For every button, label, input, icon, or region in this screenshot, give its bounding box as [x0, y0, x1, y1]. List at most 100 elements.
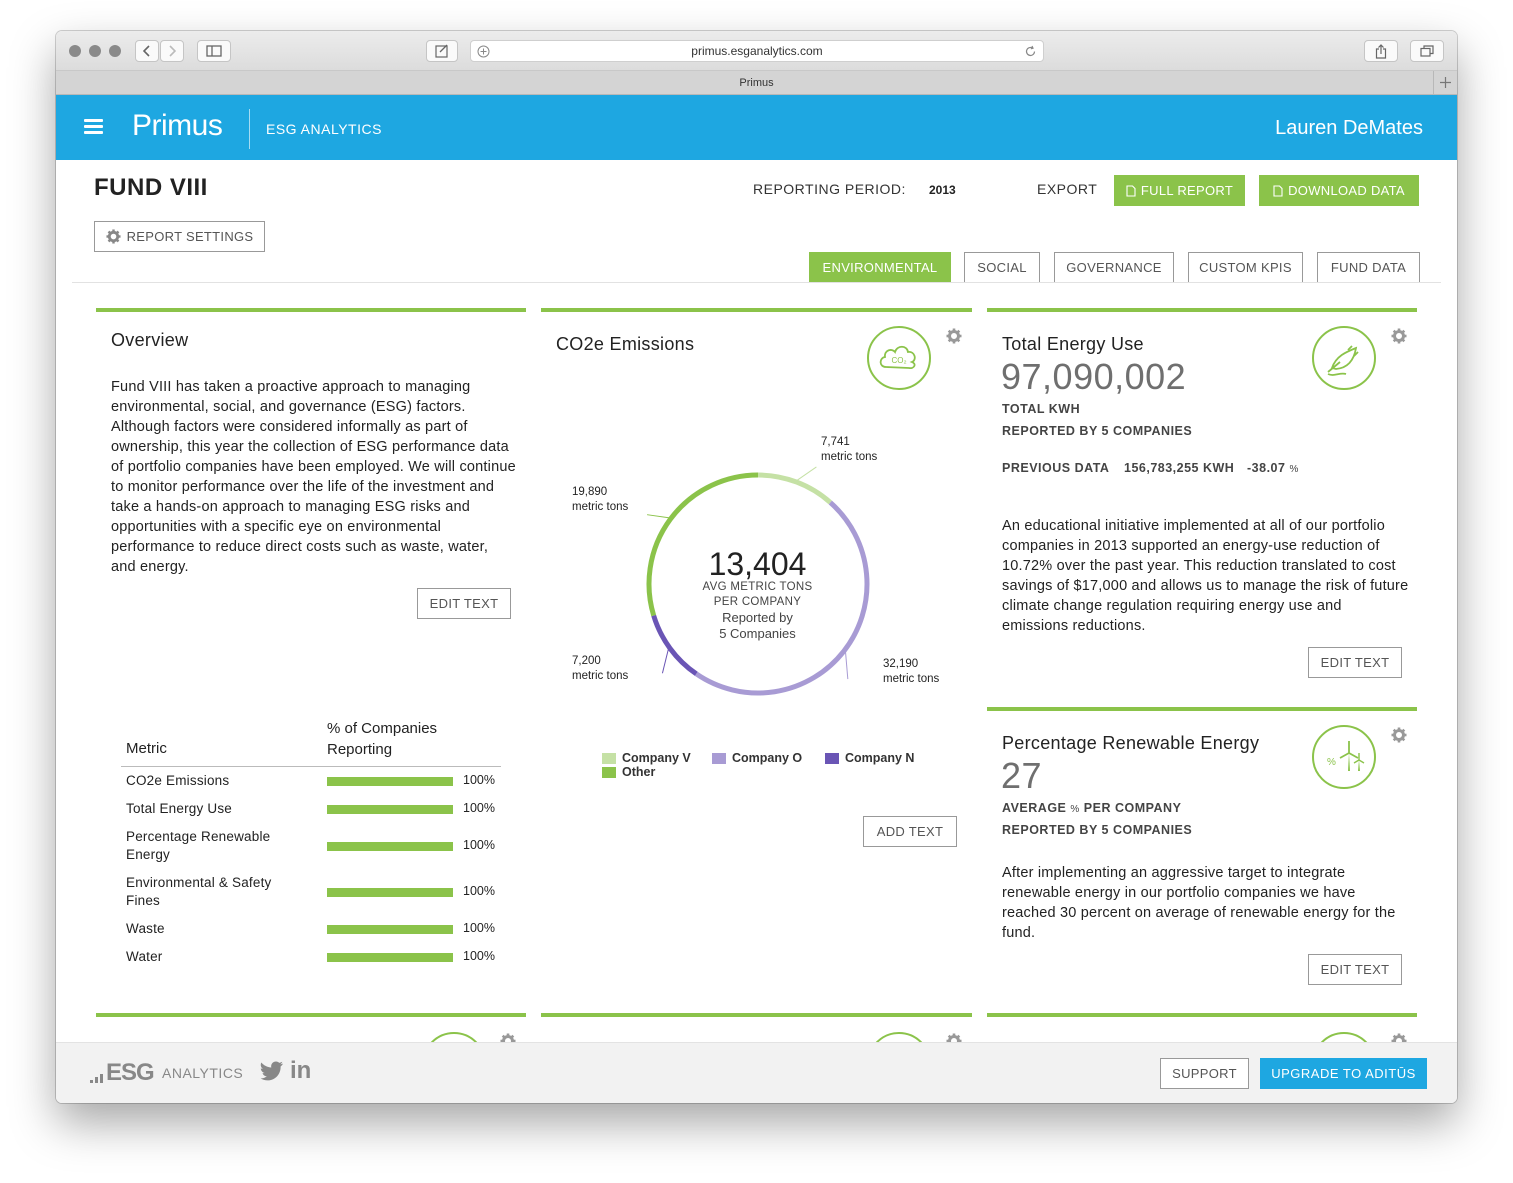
- footer-logo-subtitle: ANALYTICS: [162, 1065, 244, 1081]
- donut-segment-company-o[interactable]: [694, 500, 870, 696]
- co2-center-value: 13,404: [708, 546, 807, 582]
- table-row-pct: 100%: [463, 773, 495, 787]
- full-report-label: FULL REPORT: [1140, 183, 1234, 198]
- tab-governance[interactable]: GOVERNANCE: [1054, 252, 1174, 283]
- energy-value: 97,090,002: [1001, 356, 1187, 397]
- overview-edit-text-button[interactable]: EDIT TEXT: [417, 588, 511, 619]
- url-text: primus.esganalytics.com: [691, 44, 823, 58]
- divider: [72, 282, 1441, 283]
- donut-label-other: 19,890 metric tons: [572, 485, 628, 515]
- table-row-bar: [327, 925, 453, 934]
- donut-label-unit: metric tons: [572, 501, 629, 513]
- energy-reported: REPORTED BY 5 COMPANIES: [1002, 424, 1193, 438]
- tab-social[interactable]: SOCIAL: [964, 252, 1040, 283]
- tab-strip: Primus: [56, 71, 1457, 95]
- co2-settings-gear-icon[interactable]: [946, 328, 962, 344]
- card-settings-gear-icon[interactable]: [1391, 1033, 1407, 1042]
- reader-button[interactable]: [426, 40, 458, 62]
- report-settings-button[interactable]: REPORT SETTINGS: [94, 221, 265, 252]
- co2-center-line2: PER COMPANY: [713, 596, 802, 608]
- donut-segment-company-v[interactable]: [757, 472, 832, 505]
- brand-subtitle: ESG ANALYTICS: [266, 121, 382, 137]
- linkedin-icon[interactable]: in: [290, 1057, 312, 1084]
- energy-edit-text-button[interactable]: EDIT TEXT: [1308, 647, 1402, 678]
- download-data-button[interactable]: DOWNLOAD DATA: [1259, 175, 1419, 206]
- legend-swatch: [825, 752, 839, 764]
- card-icon: [867, 1032, 931, 1042]
- download-data-label: DOWNLOAD DATA: [1288, 183, 1405, 198]
- twitter-icon[interactable]: [260, 1061, 284, 1081]
- legend-company-v[interactable]: Company V: [602, 751, 691, 765]
- legend-label: Other: [622, 765, 656, 779]
- support-button[interactable]: SUPPORT: [1160, 1058, 1249, 1089]
- share-button[interactable]: [1364, 40, 1398, 62]
- card-settings-gear-icon[interactable]: [500, 1033, 516, 1042]
- sidebar-toggle-button[interactable]: [197, 40, 231, 62]
- minimize-window-button[interactable]: [89, 45, 101, 57]
- table-row-label: Waste: [126, 921, 165, 936]
- forward-button[interactable]: [160, 40, 184, 62]
- upgrade-button[interactable]: UPGRADE TO ADITŪS: [1260, 1058, 1427, 1089]
- reporting-period-select[interactable]: 2013: [929, 183, 956, 197]
- browser-tab-title[interactable]: Primus: [739, 76, 774, 89]
- legend-other[interactable]: Other: [602, 765, 655, 779]
- table-row-label: Environmental & Safety Fines: [126, 875, 272, 908]
- table-row-label: Percentage Renewable Energy: [126, 829, 271, 862]
- donut-label-value: 32,190: [883, 658, 919, 670]
- legend-company-n[interactable]: Company N: [825, 751, 914, 765]
- co2-cloud-icon: CO₂: [867, 326, 931, 390]
- new-tab-button[interactable]: [1433, 71, 1457, 94]
- wind-turbine-icon: %: [1312, 725, 1376, 789]
- energy-prev-value: 156,783,255 KWH: [1124, 461, 1235, 475]
- donut-segment-other[interactable]: [646, 472, 759, 617]
- report-settings-label: REPORT SETTINGS: [126, 229, 254, 244]
- donut-label-unit: metric tons: [572, 670, 629, 682]
- plus-icon: [1440, 77, 1451, 88]
- footer-logo[interactable]: ESG: [106, 1059, 155, 1086]
- tabs-overview-button[interactable]: [1410, 40, 1444, 62]
- renewable-reported: REPORTED BY 5 COMPANIES: [1002, 823, 1193, 837]
- table-row-bar: [327, 888, 453, 897]
- co2-center-line3: Reported by: [722, 610, 793, 625]
- footer: ESG ANALYTICS in SUPPORT UPGRADE TO ADIT…: [56, 1042, 1457, 1103]
- donut-label-value: 7,200: [572, 655, 601, 667]
- donut-segment-company-n[interactable]: [651, 614, 698, 676]
- renewable-settings-gear-icon[interactable]: [1391, 727, 1407, 743]
- full-report-button[interactable]: FULL REPORT: [1114, 175, 1245, 206]
- url-bar[interactable]: primus.esganalytics.com: [470, 40, 1044, 62]
- tab-custom-kpis[interactable]: CUSTOM KPIS: [1188, 252, 1303, 283]
- renewable-value: 27: [1001, 755, 1043, 796]
- close-window-button[interactable]: [69, 45, 81, 57]
- energy-unit: TOTAL KWH: [1002, 402, 1081, 416]
- menu-icon[interactable]: [84, 119, 103, 135]
- overview-card-bar: [96, 308, 526, 312]
- zoom-window-button[interactable]: [109, 45, 121, 57]
- donut-label-company-v: 7,741 metric tons: [821, 435, 877, 465]
- table-row-pct: 100%: [463, 801, 495, 815]
- add-icon[interactable]: [477, 45, 490, 58]
- back-button[interactable]: [135, 40, 159, 62]
- co2-add-text-button[interactable]: ADD TEXT: [863, 816, 957, 847]
- donut-label-unit: metric tons: [883, 673, 940, 685]
- legend-swatch: [602, 752, 616, 764]
- overview-text: Fund VIII has taken a proactive approach…: [111, 379, 516, 575]
- legend-swatch: [602, 766, 616, 778]
- renewable-title: Percentage Renewable Energy: [1002, 733, 1260, 753]
- main-content: FUND VIII REPORTING PERIOD: 2013 EXPORT …: [56, 160, 1457, 1042]
- tab-fund-data[interactable]: FUND DATA: [1317, 252, 1420, 283]
- energy-settings-gear-icon[interactable]: [1391, 328, 1407, 344]
- card-settings-gear-icon[interactable]: [946, 1033, 962, 1042]
- svg-text:%: %: [1327, 757, 1336, 768]
- table-row-bar: [327, 842, 453, 851]
- renewable-edit-text-button[interactable]: EDIT TEXT: [1308, 954, 1402, 985]
- reload-icon[interactable]: [1024, 45, 1037, 58]
- metric-column-header: Metric: [126, 740, 167, 757]
- energy-prev-label: PREVIOUS DATA: [1002, 461, 1110, 475]
- page-title: FUND VIII: [94, 174, 208, 201]
- user-name[interactable]: Lauren DeMates: [1275, 117, 1423, 139]
- legend-company-o[interactable]: Company O: [712, 751, 802, 765]
- table-row-label: CO2e Emissions: [126, 773, 230, 788]
- brand-logo[interactable]: Primus: [132, 109, 223, 142]
- tab-environmental[interactable]: ENVIRONMENTAL: [809, 252, 951, 283]
- table-row-bar: [327, 953, 453, 962]
